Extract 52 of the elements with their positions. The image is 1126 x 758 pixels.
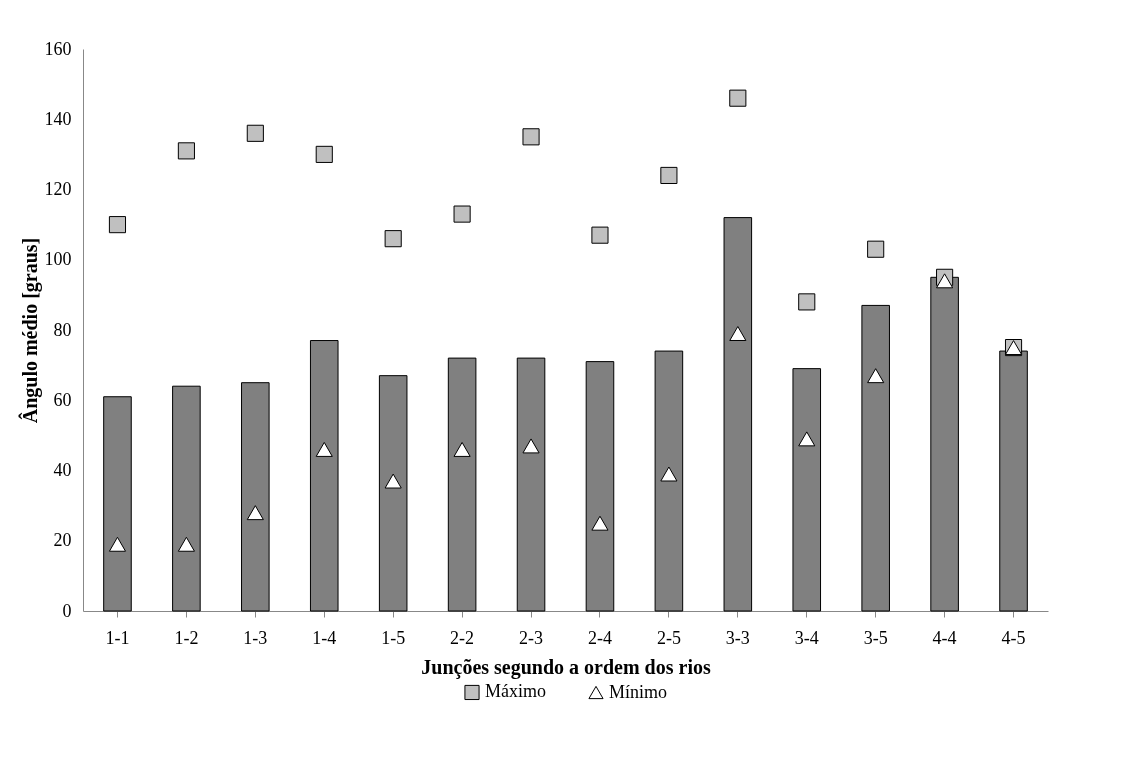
x-tick-label: 2-2 — [450, 627, 475, 648]
point — [729, 326, 747, 341]
point — [591, 515, 609, 531]
point — [315, 145, 333, 163]
point — [936, 273, 954, 289]
point — [246, 505, 264, 521]
y-tick-label: 160 — [44, 38, 72, 59]
x-tick-label: 4-4 — [932, 627, 957, 648]
y-tick-label: 120 — [44, 179, 72, 199]
y-tick-label: 0 — [62, 600, 72, 621]
point — [522, 128, 540, 146]
x-tick-label: 3-4 — [794, 627, 819, 648]
x-tick-label: 1-3 — [243, 627, 268, 648]
x-tick-label: 2-4 — [587, 627, 612, 648]
y-tick-label: 140 — [44, 108, 72, 129]
point — [798, 431, 816, 447]
x-tick-label: 4-5 — [1001, 627, 1026, 648]
x-tick-label: 3-5 — [863, 627, 888, 648]
point — [522, 438, 540, 454]
y-tick-label: 100 — [44, 249, 72, 270]
point — [108, 536, 127, 552]
x-tick-label: 1-5 — [381, 627, 406, 648]
y-axis-title: Ângulo médio [graus] — [17, 237, 42, 424]
point — [453, 441, 471, 457]
x-axis-title: Junções segundo a ordem dos rios — [421, 655, 711, 679]
point — [246, 124, 264, 142]
point — [591, 226, 609, 244]
point — [867, 240, 885, 258]
y-tick-label: 60 — [53, 389, 72, 410]
point — [384, 473, 402, 489]
point — [315, 441, 333, 457]
point — [108, 216, 127, 234]
point — [453, 205, 471, 223]
point — [798, 293, 816, 311]
x-tick-label: 1-1 — [105, 627, 130, 648]
point — [729, 89, 747, 107]
x-tick-label: 1-4 — [312, 627, 337, 648]
point — [660, 466, 678, 482]
point — [177, 142, 195, 160]
point — [660, 166, 678, 185]
y-tick-label: 80 — [53, 319, 72, 340]
x-tick-label: 1-2 — [174, 627, 199, 648]
x-tick-label: 3-3 — [725, 627, 750, 648]
x-tick-label: 2-5 — [656, 627, 681, 648]
y-tick-label: 40 — [53, 460, 72, 480]
point — [384, 230, 402, 248]
y-tick-label: 20 — [53, 530, 72, 551]
legend-label: Mínimo — [609, 681, 668, 702]
point — [867, 368, 885, 384]
point — [177, 536, 195, 552]
x-tick-label: 2-3 — [519, 627, 544, 648]
legend-label: Máximo — [485, 681, 546, 702]
